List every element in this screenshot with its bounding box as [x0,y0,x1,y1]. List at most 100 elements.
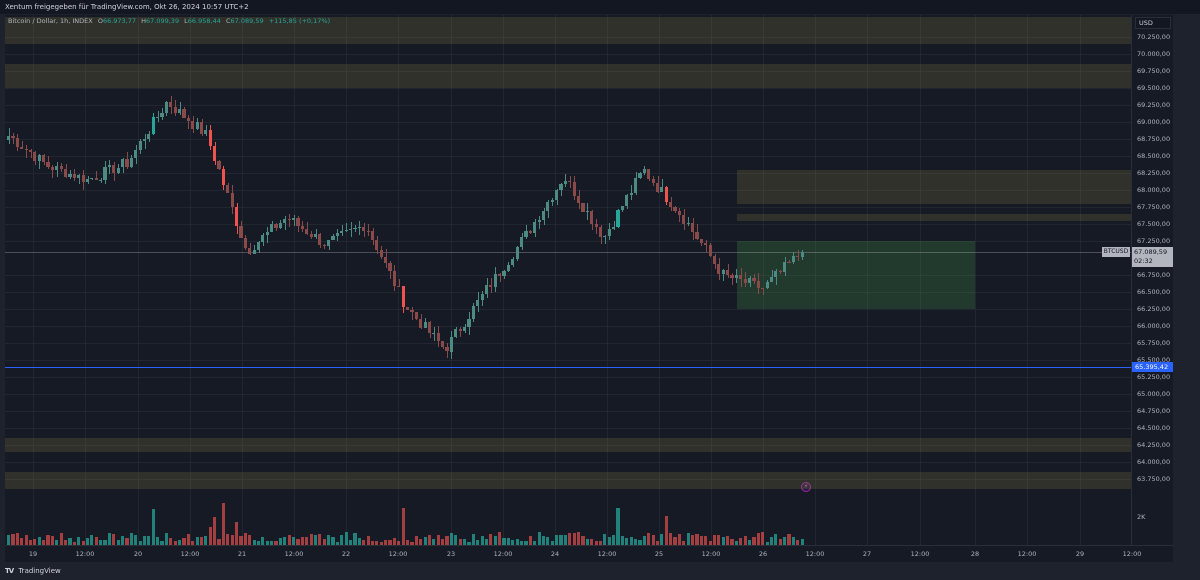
volume-bar [506,538,511,545]
volume-bar [471,533,475,545]
volume-bar [603,533,607,545]
price-tick: 65.250,00 [1137,373,1171,381]
candle-body [50,167,55,171]
candle-wick [368,224,370,236]
candle-body [129,158,133,167]
candle-body [559,184,563,190]
volume-bar [642,536,646,545]
volume-bar [594,541,598,545]
price-tick: 66.250,00 [1137,305,1171,313]
volume-tick: 2K [1137,513,1146,521]
candle-body [283,218,287,224]
low-value: 66.958,44 [187,17,221,25]
candle-body [46,161,50,168]
time-tick: 24 [550,550,560,558]
price-tick: 63.750,00 [1137,475,1171,483]
grid-line-horizontal [5,71,1131,72]
volume-bar [427,534,432,545]
volume-bar [322,539,326,545]
candle [449,330,454,360]
candle-wick [52,164,54,178]
candle-body [458,329,462,331]
time-axis[interactable]: 19 12:00 20 12:00 21 12:00 22 12:00 23 12:00 24 12:… [5,545,1173,562]
grid-line-vertical [867,15,868,545]
candle [164,101,169,117]
volume-bar [546,536,550,545]
candle-body [550,199,554,202]
candle-body [765,281,769,289]
supply-zone [5,438,1131,452]
volume-bar [217,538,221,545]
open-value: 66.973,77 [102,17,137,25]
price-axis[interactable]: USD 70.250,00 70.000,00 69.750,00 69.500,00… [1131,15,1174,545]
candle [796,250,800,262]
candle-body [370,231,375,240]
price-tick: 68.250,00 [1137,169,1171,177]
volume-bar [261,536,265,545]
candle-body [787,262,791,264]
grid-line-vertical [975,15,976,545]
grid-line-vertical [242,15,243,545]
candle-body [612,226,616,230]
candle-wick [96,171,98,181]
grid-line-horizontal [5,411,1131,412]
volume-bar [226,533,230,545]
candle-body [318,234,322,245]
grid-line-horizontal [5,139,1131,140]
candle [454,327,458,339]
candle-body [59,165,63,169]
candle-body [493,273,497,287]
marker-event-icon[interactable]: ⚡ [801,482,811,492]
volume-bar [520,540,524,545]
chart-pane[interactable]: Bitcoin / Dollar, 1h, INDEX O66.973,77 H… [5,15,1131,545]
grid-line-vertical [763,15,764,545]
candle-body [156,117,160,119]
volume-bar [94,536,98,545]
candle [704,240,708,253]
volume-bar [660,533,664,545]
supply-zone [737,169,1131,204]
volume-bar [15,533,19,545]
candle-body [568,180,572,182]
candle [309,230,313,240]
candle [261,232,265,247]
candle-wick [797,250,799,262]
candle-wick [789,259,791,263]
time-tick: 22 [341,550,351,558]
candle-body [270,224,274,232]
volume-bar [489,533,493,545]
volume-bar [64,540,68,545]
volume-bar [563,535,568,545]
candle [559,182,563,197]
candle [37,154,41,169]
currency-button[interactable]: USD [1135,17,1171,29]
volume-bar [199,536,204,545]
volume-bar [59,533,63,545]
candle [112,161,116,182]
volume-bar [252,539,256,545]
candle [7,127,11,145]
volume-bar [248,535,252,545]
candle [489,278,493,293]
candle [476,291,480,313]
candle [388,260,392,279]
candle [568,176,572,188]
candle-body [230,193,234,208]
candle-body [577,196,581,203]
candle [800,249,804,260]
candle-body [151,117,155,135]
volume-bar [256,541,261,545]
volume-bar [331,537,335,545]
candle-body [712,256,717,264]
volume-bar [778,539,782,545]
grid-line-horizontal [5,37,1131,38]
supply-zone [737,213,1131,221]
candle [327,239,331,250]
candle [761,287,765,296]
candle-wick [398,279,400,288]
candle-body [388,262,392,272]
price-tick: 65.000,00 [1137,390,1171,398]
volume-bar [318,534,322,545]
horizontal-line[interactable] [5,367,1131,369]
candle-body [796,255,800,257]
